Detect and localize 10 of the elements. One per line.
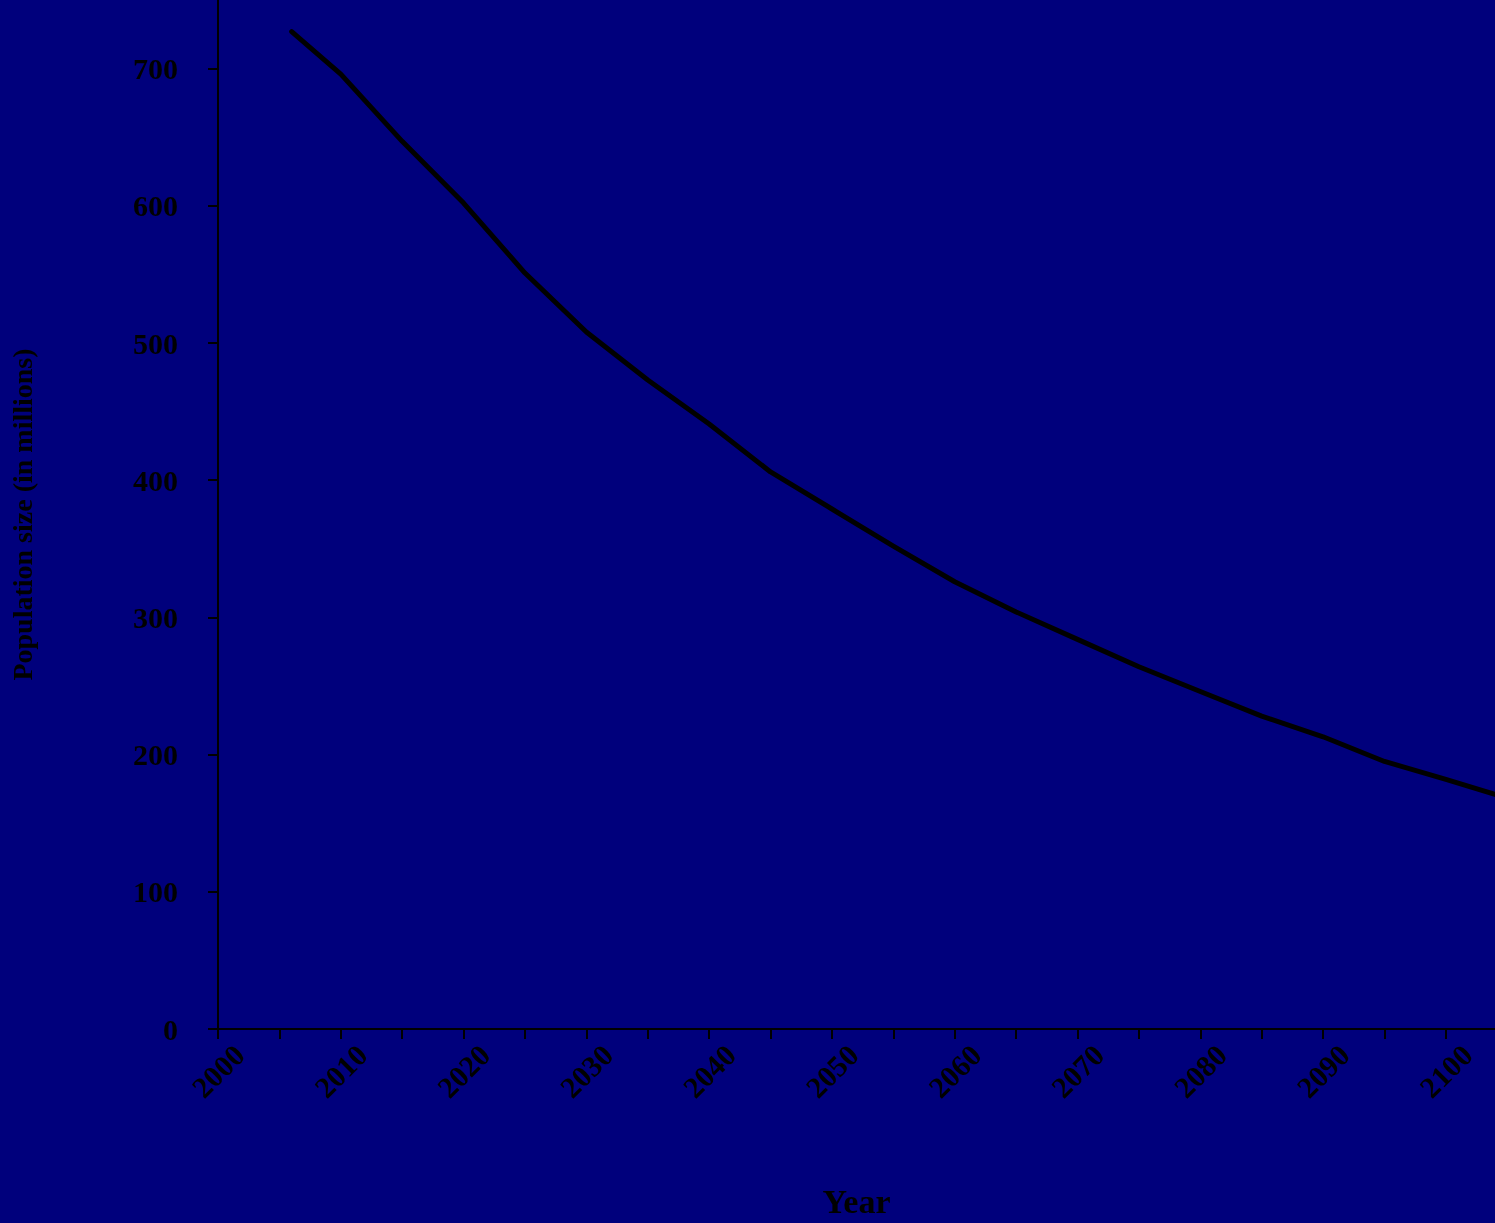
x-axis-title: Year <box>822 1182 891 1220</box>
y-tick-label: 600 <box>133 189 178 223</box>
y-tick-label: 0 <box>163 1012 178 1046</box>
y-tick-label: 100 <box>133 875 178 909</box>
y-tick-label: 400 <box>133 463 178 497</box>
y-tick-label: 500 <box>133 326 178 360</box>
y-tick-label: 700 <box>133 52 178 86</box>
y-tick-label: 200 <box>133 738 178 772</box>
y-axis-title: Population size (in millions) <box>6 348 38 681</box>
y-tick-label: 300 <box>133 600 178 634</box>
